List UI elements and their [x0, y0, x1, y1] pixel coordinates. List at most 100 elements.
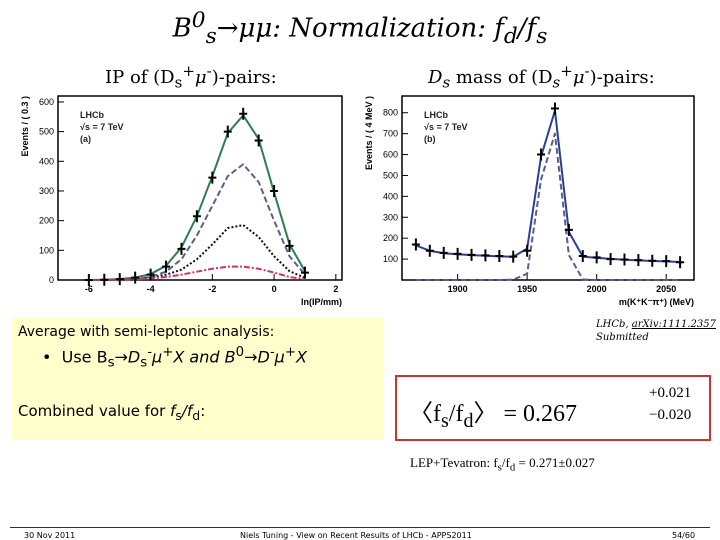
cross	[523, 244, 532, 257]
footer-center: Niels Tuning - View on Recent Results of…	[240, 531, 472, 540]
formula-part: s	[441, 409, 449, 432]
annotation: LHCb	[424, 110, 448, 120]
cross	[270, 184, 279, 197]
comparison-part: /f	[501, 455, 510, 470]
formula: 〈fs/fd〉 = 0.267	[409, 393, 577, 433]
bullet-part: 0	[235, 345, 245, 360]
data-point	[100, 273, 109, 286]
title-part: s	[536, 23, 548, 49]
data-point	[131, 271, 140, 284]
y-tick-label: 600	[39, 97, 54, 107]
cross	[223, 125, 232, 138]
formula-lower: −0.020	[649, 407, 692, 423]
formula-box: 〈fs/fd〉 = 0.267 +0.021 −0.020	[395, 375, 711, 441]
bullet-part: μ	[152, 347, 163, 367]
y-axis-label: Events / ( 0.3 )	[20, 96, 30, 157]
y-tick-label: 100	[39, 245, 54, 255]
slide-title: B0s→μμ: Normalization: fd/fs	[0, 8, 720, 49]
data-point	[146, 268, 155, 281]
bullet-part: X	[295, 347, 307, 367]
combined-part: f	[170, 402, 176, 420]
fit-curve	[88, 114, 306, 281]
cross	[254, 134, 263, 147]
formula-part: 〈f	[409, 401, 441, 427]
cross	[662, 255, 671, 268]
y-tick-label: 500	[383, 170, 398, 180]
y-tick-label: 100	[383, 254, 398, 264]
caption-part: μ	[572, 67, 585, 88]
cross	[495, 249, 504, 262]
y-tick-label: 500	[39, 127, 54, 137]
data-point	[254, 134, 263, 147]
combined-part: /f	[181, 402, 193, 420]
cross	[453, 247, 462, 260]
x-tick-label: 2000	[587, 284, 607, 294]
data-point	[578, 249, 587, 262]
comparison-part: s	[497, 461, 502, 474]
cross	[131, 271, 140, 284]
data-point	[425, 244, 434, 257]
cross	[192, 210, 201, 223]
data-point	[411, 238, 420, 251]
cross	[481, 249, 490, 262]
cross	[84, 274, 93, 286]
cross	[239, 107, 248, 120]
footer-date: 30 Nov 2011	[24, 531, 76, 540]
reference-source: LHCb,	[596, 319, 632, 330]
cross	[467, 248, 476, 261]
fit-curve	[415, 109, 681, 264]
data-point	[239, 107, 248, 120]
cross	[509, 250, 518, 263]
data-point	[592, 251, 601, 264]
caption-part: )-pairs:	[589, 67, 655, 88]
data-point	[634, 254, 643, 267]
reference-status: Submitted	[596, 332, 649, 343]
x-tick-label: -2	[208, 284, 216, 294]
data-point	[564, 223, 573, 236]
cross	[425, 244, 434, 257]
combined-part: d	[192, 408, 201, 423]
title-part: B	[172, 13, 192, 44]
caption-part: s	[174, 73, 183, 92]
y-tick-label: 600	[383, 150, 398, 160]
data-point	[662, 255, 671, 268]
bullet-part: →D	[244, 347, 270, 367]
data-point	[453, 247, 462, 260]
y-axis-label: Events / ( 4 MeV )	[364, 96, 374, 170]
cross	[592, 251, 601, 264]
x-axis-label: m(K⁺K⁻π⁺) (MeV)	[619, 297, 694, 307]
bullet-part: s	[107, 355, 115, 371]
annotation: (b)	[424, 134, 436, 144]
x-tick-label: -4	[147, 284, 155, 294]
data-point	[509, 250, 518, 263]
y-tick-label: 0	[49, 275, 54, 285]
combined-part: s	[175, 408, 182, 423]
cross	[411, 238, 420, 251]
cross	[100, 273, 109, 286]
footer-rule	[10, 527, 710, 528]
bullet-part: X and B	[173, 347, 236, 367]
comparison: LEP+Tevatron: fs/fd = 0.271±0.027	[410, 455, 595, 474]
y-tick-label: 700	[383, 129, 398, 139]
cross	[177, 242, 186, 255]
cross	[439, 246, 448, 259]
title-part: /f	[517, 13, 537, 44]
caption-part: +	[560, 62, 573, 80]
y-tick-label: 400	[39, 156, 54, 166]
data-point	[495, 249, 504, 262]
data-point	[84, 274, 93, 286]
formula-part: d	[463, 409, 474, 432]
annotation: √s = 7 TeV	[424, 122, 468, 132]
y-tick-label: 300	[383, 212, 398, 222]
x-tick-label: 2	[333, 284, 338, 294]
reference: LHCb, arXiv:1111.2357 Submitted	[596, 318, 716, 344]
data-point	[523, 244, 532, 257]
summary-box: Average with semi-leptonic analysis: • U…	[12, 318, 384, 440]
caption-part: mass of (D	[450, 67, 553, 88]
bullet-part: +	[284, 345, 296, 360]
summary-combined: Combined value for fs/fd:	[18, 402, 205, 423]
data-point	[550, 102, 559, 115]
reference-link[interactable]: arXiv:1111.2357	[631, 319, 716, 330]
cross	[550, 102, 559, 115]
x-tick-label: 2050	[656, 284, 676, 294]
